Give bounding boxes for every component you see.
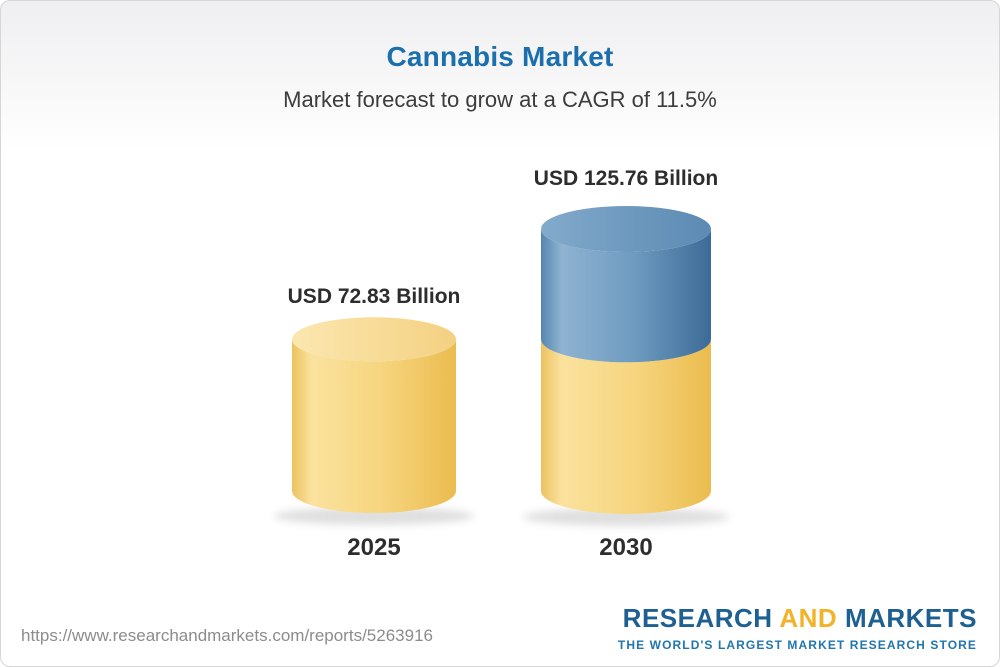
- logo-wordmark: RESEARCH AND MARKETS: [618, 603, 977, 634]
- research-and-markets-logo: RESEARCH AND MARKETS THE WORLD'S LARGEST…: [618, 603, 977, 652]
- chart-header: Cannabis Market Market forecast to grow …: [1, 1, 999, 113]
- bar-2025: [274, 317, 474, 525]
- chart-subtitle: Market forecast to grow at a CAGR of 11.…: [283, 87, 717, 112]
- bar-2030-top-0: [541, 316, 711, 363]
- logo-word-research: RESEARCH: [622, 603, 773, 633]
- bar-2030-segment-1: [541, 229, 711, 363]
- chart-title: Cannabis Market: [386, 41, 614, 72]
- bar-2030-top-1: [541, 206, 711, 252]
- bar-2025-segment-0: [292, 339, 456, 513]
- logo-word-markets: MARKETS: [844, 603, 977, 633]
- bar-2030: [523, 206, 729, 526]
- logo-tagline: THE WORLD'S LARGEST MARKET RESEARCH STOR…: [617, 638, 977, 652]
- value-label-2025: USD 72.83 Billion: [287, 285, 461, 308]
- logo-word-and: AND: [779, 603, 838, 633]
- category-label-2030: 2030: [599, 534, 653, 561]
- value-label-2030: USD 125.76 Billion: [533, 167, 719, 190]
- bar-2025-top-0: [292, 317, 456, 362]
- category-label-2025: 2025: [347, 534, 401, 561]
- report-url: https://www.researchandmarkets.com/repor…: [21, 626, 433, 645]
- bar-2030-segment-0: [541, 339, 711, 514]
